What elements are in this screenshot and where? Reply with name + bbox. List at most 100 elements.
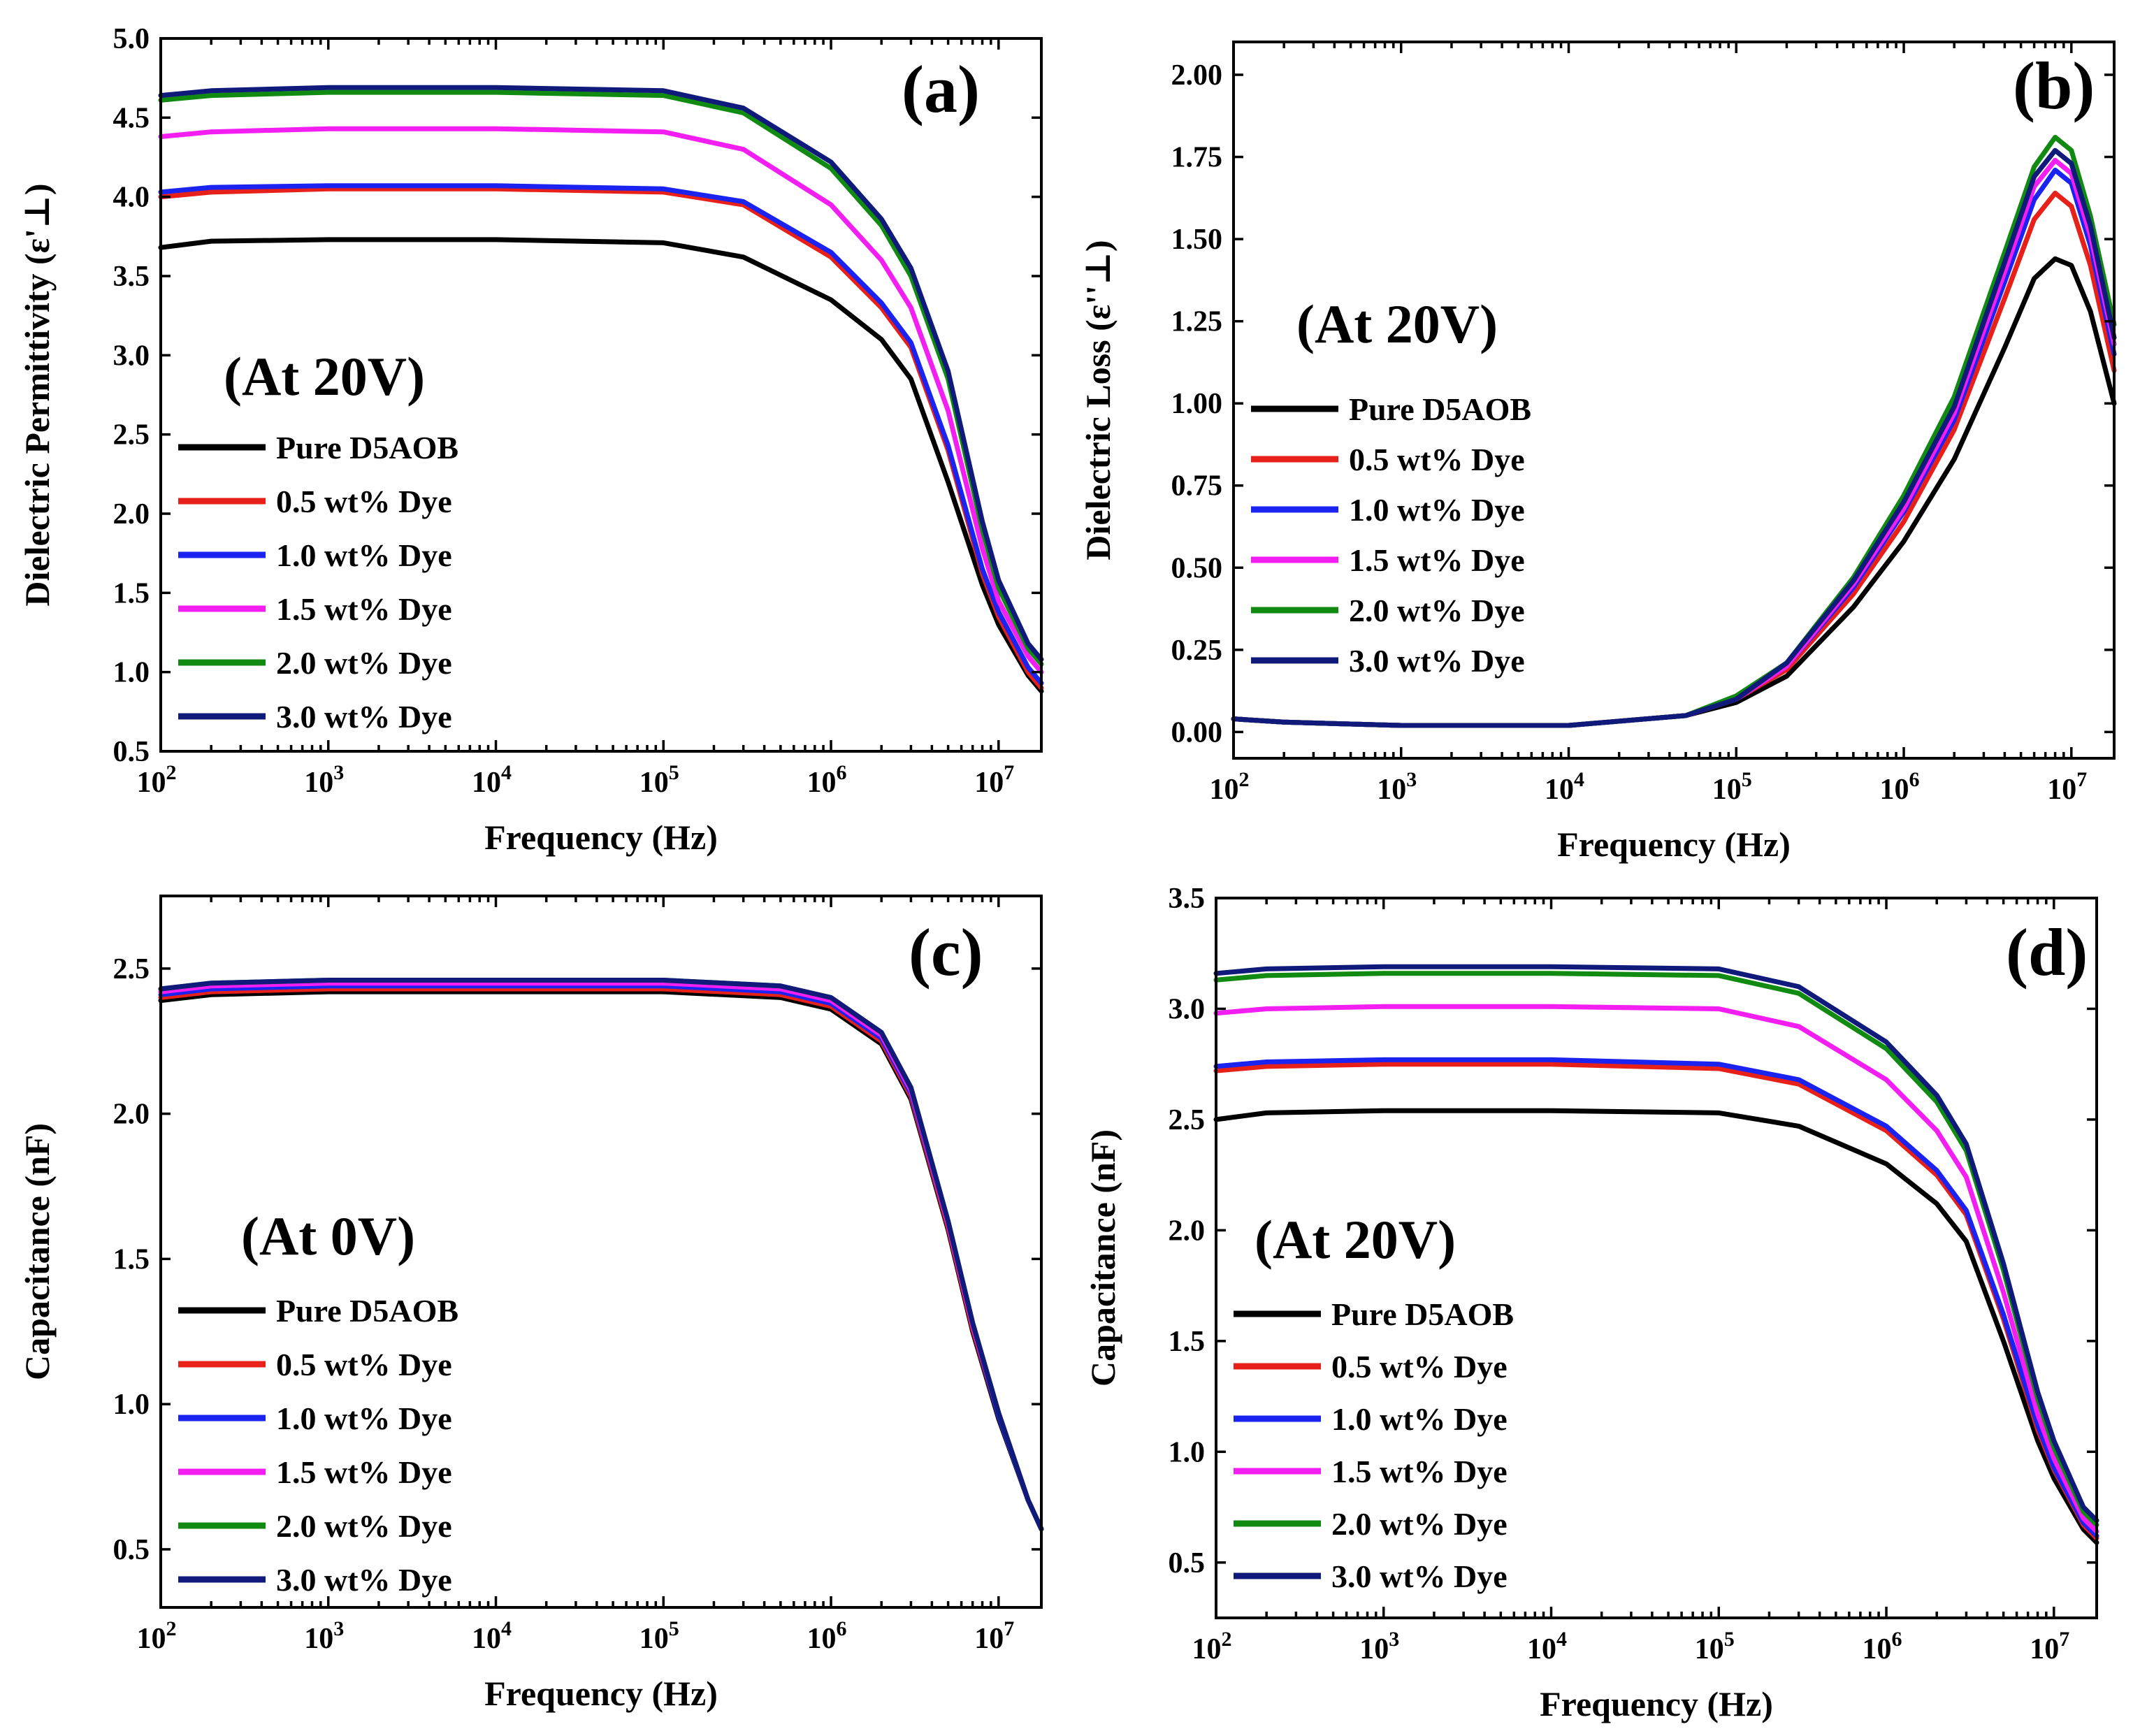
y-axis-title: Capacitance (nF): [17, 1123, 57, 1380]
legend-label: 0.5 wt% Dye: [1349, 442, 1525, 477]
y-tick-label: 0.00: [1171, 716, 1223, 748]
x-tick-label-exponent: 6: [837, 1617, 847, 1640]
y-tick-label: 1.00: [1171, 388, 1223, 420]
legend-label: 0.5 wt% Dye: [1331, 1349, 1508, 1384]
y-tick-label: 3.0: [1169, 993, 1206, 1025]
series-line-a-5: [158, 85, 1044, 662]
x-tick-label-exponent: 2: [1222, 1628, 1232, 1651]
y-tick-label: 3.5: [113, 261, 150, 293]
x-tick-label-base: 10: [974, 1623, 1004, 1655]
x-tick-label-exponent: 2: [166, 761, 177, 784]
x-tick-label: 105: [639, 1617, 679, 1655]
x-tick-label-base: 10: [1359, 1633, 1389, 1665]
x-tick-label-base: 10: [137, 1623, 166, 1655]
x-tick-label-exponent: 3: [333, 761, 344, 784]
y-tick-label: 4.0: [113, 182, 150, 214]
legend-label: 3.0 wt% Dye: [1331, 1558, 1508, 1594]
x-tick-label-base: 10: [304, 1623, 333, 1655]
y-tick-label: 3.0: [113, 340, 150, 372]
y-tick-label: 1.5: [113, 577, 150, 609]
x-tick-label: 103: [304, 1617, 344, 1655]
x-tick-label: 103: [1377, 768, 1417, 806]
series-line-a-2: [158, 183, 1044, 686]
x-tick-label-exponent: 4: [501, 761, 512, 784]
series-line-d-0: [1213, 1108, 2099, 1545]
legend-label: 1.5 wt% Dye: [276, 591, 452, 627]
plot-frame-a: [159, 37, 1043, 753]
y-tick-label: 0.5: [113, 1534, 150, 1566]
x-tick-label-base: 10: [137, 767, 166, 799]
series-line-a-0: [158, 237, 1044, 694]
y-tick-label: 5.0: [113, 23, 150, 55]
y-tick-label: 1.5: [113, 1243, 150, 1275]
legend-label: 3.0 wt% Dye: [276, 1562, 452, 1598]
y-axis-title: Dielectric Permittivity (ε'⊥): [17, 183, 57, 606]
series-line-b-4: [1231, 134, 2117, 728]
series-line-c-5: [158, 978, 1044, 1532]
y-tick-label: 1.50: [1171, 224, 1223, 256]
y-tick-label: 1.75: [1171, 142, 1223, 174]
condition-label: (At 20V): [1296, 294, 1498, 354]
legend-label: Pure D5AOB: [1349, 391, 1531, 427]
y-tick-label: 2.5: [1169, 1104, 1206, 1136]
x-tick-label-base: 10: [639, 767, 669, 799]
condition-label: (At 20V): [224, 346, 425, 407]
x-tick-label: 104: [472, 761, 512, 799]
legend-label: Pure D5AOB: [276, 430, 458, 465]
x-tick-label-base: 10: [304, 767, 333, 799]
x-tick-label-base: 10: [974, 767, 1004, 799]
legend-label: 3.0 wt% Dye: [276, 699, 452, 735]
x-tick-label-base: 10: [472, 1623, 501, 1655]
legend-label: 0.5 wt% Dye: [276, 1347, 452, 1382]
panel-label: (c): [909, 915, 983, 990]
x-tick-label-base: 10: [807, 1623, 837, 1655]
x-axis-title: Frequency (Hz): [484, 818, 718, 857]
x-tick-label-base: 10: [1863, 1633, 1892, 1665]
x-tick-label-exponent: 2: [1239, 768, 1250, 791]
legend-label: 1.5 wt% Dye: [1349, 542, 1525, 578]
y-tick-label: 0.25: [1171, 635, 1223, 667]
x-tick-label: 104: [1527, 1628, 1567, 1665]
legend-label: 1.5 wt% Dye: [276, 1454, 452, 1490]
series-line-d-5: [1213, 964, 2099, 1524]
legend-label: 1.0 wt% Dye: [1349, 492, 1525, 528]
x-tick-label-base: 10: [2030, 1633, 2059, 1665]
legend-a: Pure D5AOB 0.5 wt% Dye 1.0 wt% Dye 1.5 wt% …: [178, 430, 458, 735]
x-tick-label: 102: [137, 761, 177, 799]
x-tick-label: 105: [639, 761, 679, 799]
panel-label: (d): [2006, 915, 2088, 990]
legend-c: Pure D5AOB 0.5 wt% Dye 1.0 wt% Dye 1.5 wt% …: [178, 1293, 458, 1598]
x-tick-label-base: 10: [1192, 1633, 1222, 1665]
x-tick-label: 107: [2047, 768, 2087, 806]
x-tick-label-base: 10: [639, 1623, 669, 1655]
y-tick-label: 2.0: [1169, 1215, 1206, 1247]
x-axis-title: Frequency (Hz): [484, 1674, 718, 1713]
x-tick-label-exponent: 3: [1389, 1628, 1399, 1651]
legend-d: Pure D5AOB 0.5 wt% Dye 1.0 wt% Dye 1.5 wt% …: [1234, 1296, 1514, 1594]
x-tick-label-exponent: 5: [669, 761, 679, 784]
panel-label: (b): [2013, 48, 2095, 123]
y-tick-label: 4.5: [113, 102, 150, 134]
x-tick-label-base: 10: [1695, 1633, 1724, 1665]
x-tick-label: 103: [1359, 1628, 1399, 1665]
legend-label: 1.5 wt% Dye: [1331, 1454, 1508, 1489]
y-tick-label: 1.0: [113, 1389, 150, 1421]
x-tick-label: 107: [974, 1617, 1014, 1655]
legend-label: 2.0 wt% Dye: [276, 645, 452, 681]
x-tick-label: 106: [807, 761, 847, 799]
y-tick-label: 0.75: [1171, 470, 1223, 502]
x-tick-label: 103: [304, 761, 344, 799]
legend-label: 0.5 wt% Dye: [276, 484, 452, 519]
series-line-d-2: [1213, 1057, 2099, 1539]
x-tick-label-exponent: 7: [2076, 768, 2087, 791]
y-tick-label: 0.50: [1171, 552, 1223, 584]
x-tick-label-exponent: 3: [1406, 768, 1417, 791]
series-line-d-3: [1213, 1004, 2099, 1534]
x-tick-label: 102: [137, 1617, 177, 1655]
x-tick-label-exponent: 6: [1909, 768, 1920, 791]
legend-label: Pure D5AOB: [276, 1293, 458, 1329]
